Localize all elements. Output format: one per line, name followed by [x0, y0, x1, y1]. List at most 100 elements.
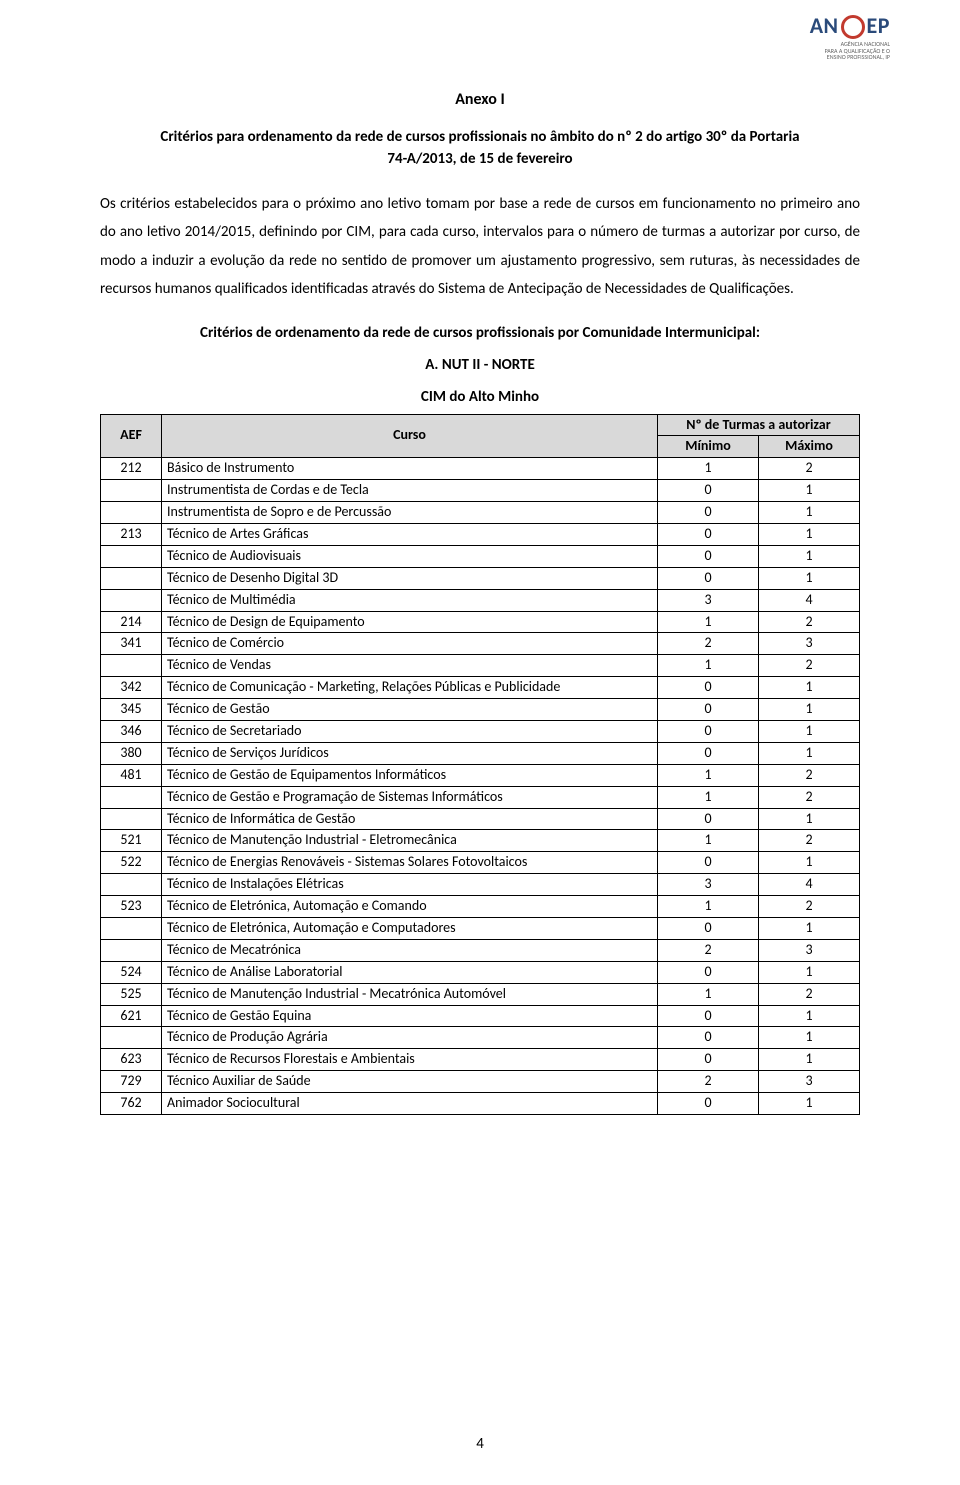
- cell-aef: 523: [101, 896, 162, 918]
- cell-min: 0: [658, 852, 759, 874]
- col-curso: Curso: [162, 414, 658, 458]
- criterios-heading-line2: 74-A/2013, de 15 de fevereiro: [100, 149, 860, 169]
- cell-min: 0: [658, 545, 759, 567]
- cell-max: 1: [759, 502, 860, 524]
- cell-curso: Técnico de Gestão e Programação de Siste…: [162, 786, 658, 808]
- cell-aef: [101, 874, 162, 896]
- cell-curso: Técnico de Eletrónica, Automação e Coman…: [162, 896, 658, 918]
- cell-min: 0: [658, 677, 759, 699]
- cell-max: 1: [759, 917, 860, 939]
- cell-aef: [101, 786, 162, 808]
- cell-curso: Técnico de Produção Agrária: [162, 1027, 658, 1049]
- table-row: 524Técnico de Análise Laboratorial01: [101, 961, 860, 983]
- cell-max: 4: [759, 874, 860, 896]
- table-row: 621Técnico de Gestão Equina01: [101, 1005, 860, 1027]
- cell-aef: 214: [101, 611, 162, 633]
- table-row: Técnico de Informática de Gestão01: [101, 808, 860, 830]
- cell-min: 3: [658, 589, 759, 611]
- table-row: 481Técnico de Gestão de Equipamentos Inf…: [101, 764, 860, 786]
- col-aef: AEF: [101, 414, 162, 458]
- cell-aef: 522: [101, 852, 162, 874]
- table-header: AEF Curso Nº de Turmas a autorizar Mínim…: [101, 414, 860, 458]
- cell-curso: Básico de Instrumento: [162, 458, 658, 480]
- cell-min: 0: [658, 961, 759, 983]
- cell-curso: Técnico de Manutenção Industrial - Eletr…: [162, 830, 658, 852]
- cell-min: 0: [658, 720, 759, 742]
- cell-max: 1: [759, 852, 860, 874]
- courses-table: AEF Curso Nº de Turmas a autorizar Mínim…: [100, 414, 860, 1116]
- table-row: Técnico de Audiovisuais01: [101, 545, 860, 567]
- cell-min: 1: [658, 786, 759, 808]
- cell-min: 1: [658, 764, 759, 786]
- cell-aef: 525: [101, 983, 162, 1005]
- table-row: 213Técnico de Artes Gráficas01: [101, 523, 860, 545]
- cell-max: 2: [759, 896, 860, 918]
- cell-max: 1: [759, 699, 860, 721]
- intro-paragraph: Os critérios estabelecidos para o próxim…: [100, 190, 860, 304]
- cell-max: 1: [759, 523, 860, 545]
- cell-max: 2: [759, 786, 860, 808]
- cell-max: 3: [759, 633, 860, 655]
- table-body: 212Básico de Instrumento12Instrumentista…: [101, 458, 860, 1115]
- cell-max: 1: [759, 742, 860, 764]
- cell-aef: [101, 655, 162, 677]
- cell-min: 0: [658, 742, 759, 764]
- cell-aef: [101, 939, 162, 961]
- table-row: 523Técnico de Eletrónica, Automação e Co…: [101, 896, 860, 918]
- cell-aef: 341: [101, 633, 162, 655]
- cell-aef: [101, 808, 162, 830]
- table-row: Técnico de Instalações Elétricas34: [101, 874, 860, 896]
- cell-curso: Técnico de Gestão de Equipamentos Inform…: [162, 764, 658, 786]
- cell-curso: Técnico de Comunicação - Marketing, Rela…: [162, 677, 658, 699]
- cell-min: 0: [658, 1049, 759, 1071]
- document-page: AN EP AGÊNCIA NACIONAL PARA A QUALIFICAÇ…: [0, 0, 960, 1485]
- cell-max: 3: [759, 1071, 860, 1093]
- cell-max: 1: [759, 1093, 860, 1115]
- criterios-heading-line1: Critérios para ordenamento da rede de cu…: [100, 127, 860, 147]
- cell-min: 2: [658, 939, 759, 961]
- cell-curso: Técnico de Serviços Jurídicos: [162, 742, 658, 764]
- cell-max: 2: [759, 830, 860, 852]
- cell-curso: Técnico de Gestão: [162, 699, 658, 721]
- cell-aef: [101, 480, 162, 502]
- table-row: 342Técnico de Comunicação - Marketing, R…: [101, 677, 860, 699]
- table-row: 762Animador Sociocultural01: [101, 1093, 860, 1115]
- table-row: 729Técnico Auxiliar de Saúde23: [101, 1071, 860, 1093]
- cell-curso: Animador Sociocultural: [162, 1093, 658, 1115]
- cell-max: 1: [759, 720, 860, 742]
- table-row: Técnico de Desenho Digital 3D01: [101, 567, 860, 589]
- cim-heading: CIM do Alto Minho: [100, 388, 860, 406]
- logo-subtitle: AGÊNCIA NACIONAL PARA A QUALIFICAÇÃO E O…: [810, 41, 890, 61]
- cell-aef: 345: [101, 699, 162, 721]
- cell-min: 0: [658, 502, 759, 524]
- table-row: Técnico de Vendas12: [101, 655, 860, 677]
- table-row: 345Técnico de Gestão01: [101, 699, 860, 721]
- cell-max: 1: [759, 1005, 860, 1027]
- cell-curso: Técnico de Design de Equipamento: [162, 611, 658, 633]
- table-row: 341Técnico de Comércio23: [101, 633, 860, 655]
- cell-min: 1: [658, 611, 759, 633]
- cell-max: 1: [759, 961, 860, 983]
- table-row: 623Técnico de Recursos Florestais e Ambi…: [101, 1049, 860, 1071]
- cell-min: 0: [658, 567, 759, 589]
- table-row: 521Técnico de Manutenção Industrial - El…: [101, 830, 860, 852]
- cell-aef: [101, 502, 162, 524]
- cell-min: 1: [658, 983, 759, 1005]
- cell-curso: Técnico Auxiliar de Saúde: [162, 1071, 658, 1093]
- cell-aef: [101, 1027, 162, 1049]
- nut-heading: A. NUT II - NORTE: [100, 356, 860, 374]
- cell-aef: [101, 545, 162, 567]
- col-turmas: Nº de Turmas a autorizar: [658, 414, 860, 436]
- cell-max: 2: [759, 611, 860, 633]
- cell-curso: Técnico de Desenho Digital 3D: [162, 567, 658, 589]
- table-row: 212Básico de Instrumento12: [101, 458, 860, 480]
- col-min: Mínimo: [658, 436, 759, 458]
- table-header-row1: AEF Curso Nº de Turmas a autorizar: [101, 414, 860, 436]
- cell-curso: Técnico de Manutenção Industrial - Mecat…: [162, 983, 658, 1005]
- cell-max: 1: [759, 1049, 860, 1071]
- cell-curso: Técnico de Informática de Gestão: [162, 808, 658, 830]
- table-row: 525Técnico de Manutenção Industrial - Me…: [101, 983, 860, 1005]
- cell-curso: Técnico de Audiovisuais: [162, 545, 658, 567]
- cell-curso: Técnico de Eletrónica, Automação e Compu…: [162, 917, 658, 939]
- cell-max: 4: [759, 589, 860, 611]
